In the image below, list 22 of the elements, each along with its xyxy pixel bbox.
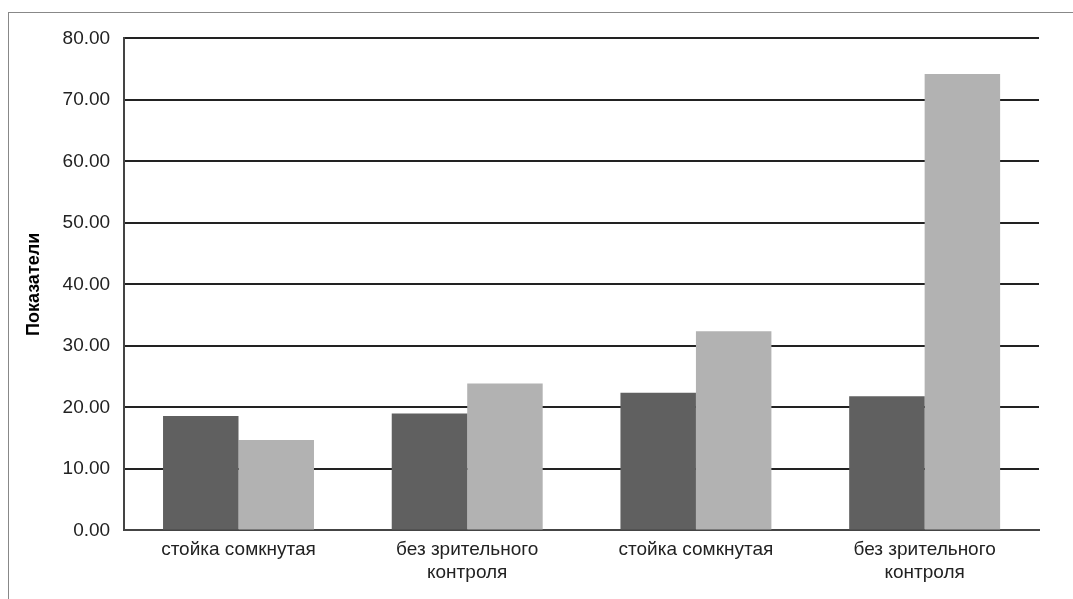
y-axis-title: Показатели <box>22 232 43 337</box>
bar <box>620 392 696 530</box>
bar <box>849 396 925 530</box>
x-tick-label: стойка сомкнутая <box>161 538 316 560</box>
bar <box>924 74 1001 530</box>
bar <box>695 331 772 530</box>
y-tick-label: 80.00 <box>62 26 111 48</box>
bar <box>467 383 543 530</box>
y-tick-label: 30.00 <box>62 334 111 356</box>
y-tick-label: 20.00 <box>62 395 111 417</box>
x-tick-label: без зрительного контроля <box>853 538 996 582</box>
bar <box>391 413 468 530</box>
x-tick-label: стойка сомкнутая <box>618 538 774 560</box>
y-tick-label: 0.00 <box>73 518 111 540</box>
y-tick-label: 50.00 <box>62 211 111 233</box>
y-tick-label: 70.00 <box>62 88 111 110</box>
y-tick-label: 60.00 <box>62 149 111 171</box>
bar <box>238 440 314 530</box>
y-tick-label: 40.00 <box>62 272 111 294</box>
x-tick-label: без зрительного контроля <box>396 538 539 582</box>
y-tick-label: 10.00 <box>62 457 111 479</box>
bar <box>163 416 239 530</box>
